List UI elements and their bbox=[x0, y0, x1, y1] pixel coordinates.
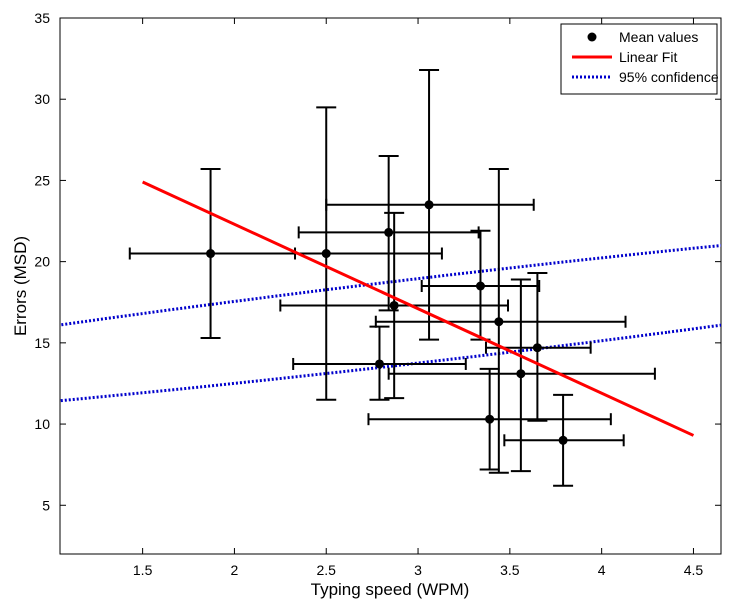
x-tick-label: 3 bbox=[414, 562, 422, 578]
mean-point bbox=[424, 200, 434, 210]
mean-point bbox=[206, 249, 216, 259]
y-tick-label: 10 bbox=[34, 416, 50, 432]
mean-point bbox=[384, 227, 394, 237]
mean-point bbox=[494, 317, 504, 327]
mean-point bbox=[532, 343, 542, 353]
legend-marker-mean bbox=[587, 32, 597, 42]
mean-point bbox=[475, 281, 485, 291]
legend-label-fit: Linear Fit bbox=[619, 49, 677, 65]
mean-point bbox=[389, 300, 399, 310]
x-tick-label: 4.5 bbox=[684, 562, 704, 578]
y-tick-label: 15 bbox=[34, 335, 50, 351]
x-tick-label: 4 bbox=[598, 562, 606, 578]
legend-box bbox=[560, 23, 718, 95]
y-tick-label: 30 bbox=[34, 91, 50, 107]
linear-fit-line bbox=[141, 180, 695, 437]
y-tick-label: 35 bbox=[34, 10, 50, 26]
y-tick-label: 25 bbox=[34, 172, 50, 188]
x-axis-label: Typing speed (WPM) bbox=[311, 580, 470, 599]
x-tick-label: 1.5 bbox=[133, 562, 153, 578]
legend: Mean values Linear Fit 95% confidence bbox=[560, 23, 719, 95]
plot-area bbox=[59, 17, 722, 555]
mean-point bbox=[321, 249, 331, 259]
y-tick-label: 5 bbox=[42, 497, 50, 513]
mean-point bbox=[558, 435, 568, 445]
series-layer bbox=[60, 68, 721, 487]
mean-point bbox=[374, 359, 384, 369]
legend-label-confidence: 95% confidence bbox=[619, 69, 719, 85]
y-axis-label: Errors (MSD) bbox=[11, 236, 30, 336]
y-tick-label: 20 bbox=[34, 254, 50, 270]
confidence-ellipse bbox=[60, 244, 721, 403]
axis-ticks: 1.5 2 2.5 3 3.5 4 4.5 5 10 15 20 25 30 35 bbox=[34, 10, 721, 578]
x-tick-label: 2.5 bbox=[317, 562, 337, 578]
x-tick-label: 2 bbox=[231, 562, 239, 578]
mean-point bbox=[516, 369, 526, 379]
mean-point bbox=[485, 414, 495, 424]
x-tick-label: 3.5 bbox=[500, 562, 520, 578]
legend-label-mean: Mean values bbox=[619, 29, 698, 45]
